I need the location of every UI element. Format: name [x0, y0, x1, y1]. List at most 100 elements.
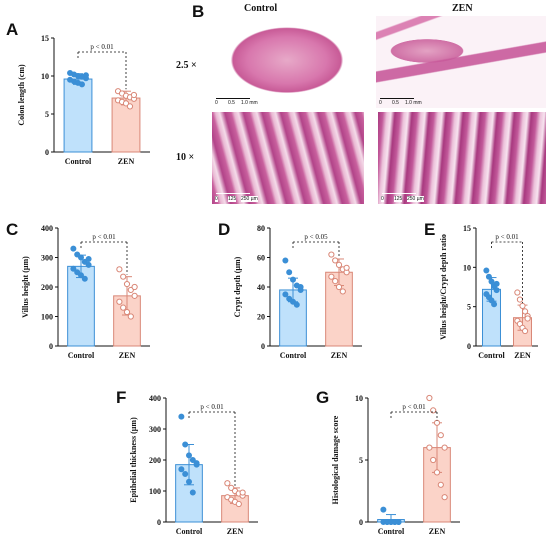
data-point	[123, 280, 131, 288]
data-point	[178, 466, 185, 473]
y-tick-label: 300	[41, 254, 53, 263]
data-point	[127, 313, 134, 320]
data-point	[78, 272, 85, 279]
bar-control	[63, 78, 93, 153]
x-tick-label: ZEN	[429, 527, 446, 536]
data-point	[488, 278, 495, 285]
data-point	[332, 278, 339, 285]
chart-a: 0 5 10 15 Colon length (cm) Control ZEN p < 0.0…	[17, 34, 150, 166]
panel-letter-f: F	[116, 388, 127, 407]
data-point	[74, 269, 81, 276]
y-tick-label: 5	[467, 303, 471, 312]
panel-letter-d: D	[218, 220, 231, 239]
scale-tick-0: 0	[381, 196, 384, 202]
x-tick-label: Control	[478, 351, 505, 360]
scale-bar-control-high	[216, 193, 250, 194]
data-point	[380, 506, 387, 513]
y-axis-label: Villus height/Crypt depth ratio	[439, 234, 448, 340]
scale-tick-mid: 0.5	[392, 100, 399, 106]
data-point	[395, 519, 402, 526]
data-point	[328, 273, 335, 280]
micrograph-zen-high	[378, 112, 546, 204]
chart-f: 0 100 200 300 400 Epithelial thickness (µm) Co…	[129, 394, 258, 536]
x-tick-label: ZEN	[118, 157, 135, 166]
y-tick-label: 40	[257, 283, 265, 292]
data-point	[282, 257, 289, 264]
data-point	[185, 452, 192, 459]
data-point	[78, 81, 85, 88]
x-tick-label: ZEN	[227, 527, 244, 536]
scale-bar-zen-high	[382, 193, 416, 194]
data-point	[521, 327, 529, 335]
chart-g: 0 5 10 Histological damage score Control ZEN p…	[331, 394, 460, 536]
y-tick-label: 10	[355, 394, 363, 403]
y-tick-label: 80	[257, 224, 265, 233]
y-tick-label: 200	[41, 283, 53, 292]
x-tick-label: Control	[65, 157, 92, 166]
y-axis-label: Villus height (µm)	[21, 256, 30, 318]
y-axis-label: Crypt depth (µm)	[233, 256, 242, 317]
y-tick-label: 15	[463, 224, 471, 233]
p-value-annotation: p < 0.01	[92, 233, 116, 241]
column-label-control: Control	[244, 3, 278, 14]
data-point	[483, 267, 490, 274]
x-tick-label: Control	[68, 351, 95, 360]
data-point	[120, 273, 127, 280]
data-point	[70, 265, 77, 272]
p-value-annotation: p < 0.01	[402, 403, 426, 411]
panel-letter-b: B	[192, 2, 205, 21]
data-point	[433, 419, 441, 426]
data-point	[81, 258, 88, 265]
data-point	[519, 302, 526, 309]
data-point	[343, 264, 350, 271]
data-point	[516, 296, 524, 303]
y-tick-label: 400	[149, 394, 161, 403]
data-point	[437, 432, 444, 439]
data-point	[178, 413, 185, 420]
data-point	[239, 489, 246, 496]
scale-tick-end: 250 µm	[407, 196, 424, 202]
data-point	[335, 261, 343, 268]
bar-zen	[111, 97, 141, 153]
data-point	[131, 283, 138, 291]
data-point	[120, 304, 127, 311]
data-point	[224, 480, 231, 487]
y-tick-label: 0	[261, 342, 265, 351]
y-tick-label: 400	[41, 224, 53, 233]
panel-letter-e: E	[424, 220, 436, 239]
data-point	[426, 444, 433, 451]
data-point	[182, 470, 189, 477]
data-point	[493, 287, 500, 294]
data-point	[524, 315, 531, 322]
data-point	[193, 460, 200, 467]
y-tick-label: 0	[49, 342, 53, 351]
data-point	[85, 261, 92, 268]
y-tick-label: 0	[467, 342, 471, 351]
data-point	[441, 444, 448, 451]
p-value-annotation: p < 0.01	[495, 233, 519, 241]
x-tick-label: Control	[176, 527, 203, 536]
data-point	[286, 295, 293, 302]
data-point	[85, 255, 92, 262]
y-tick-label: 15	[41, 34, 49, 43]
data-point	[185, 478, 192, 485]
data-point	[491, 301, 498, 308]
data-point	[116, 298, 123, 305]
panel-letter-c: C	[6, 220, 19, 239]
data-point	[335, 283, 343, 291]
data-point	[81, 275, 88, 282]
data-point	[189, 489, 196, 496]
data-point	[122, 100, 130, 107]
data-point	[70, 245, 77, 252]
micrograph-control-high	[212, 112, 364, 204]
y-axis-label: Epithelial thickness (µm)	[129, 417, 138, 503]
scale-bar-zen-low	[380, 98, 414, 99]
data-point	[74, 251, 81, 258]
y-axis-label: Histological damage score	[331, 415, 340, 504]
data-point	[286, 269, 293, 276]
data-point	[82, 72, 89, 79]
data-point	[521, 308, 529, 315]
data-point	[289, 276, 296, 283]
p-value-annotation: p < 0.05	[304, 233, 328, 241]
